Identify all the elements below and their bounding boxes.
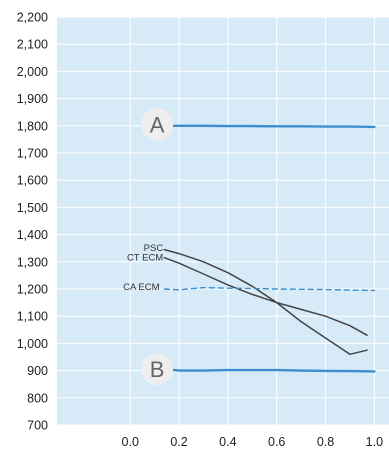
y-tick-label: 1,000: [17, 337, 48, 351]
curve-markers: AB: [141, 108, 174, 386]
y-tick-label: 1,100: [17, 310, 48, 324]
x-tick-label: 0.4: [219, 435, 236, 449]
x-tick-label: 0.8: [317, 435, 334, 449]
x-tick-label: 1.0: [366, 435, 383, 449]
series-lines: [153, 123, 376, 373]
y-tick-label: 900: [27, 364, 48, 378]
x-tick-label: 0.6: [268, 435, 285, 449]
plot-background: [57, 17, 389, 425]
series-line-1: [163, 248, 368, 356]
marker-circle-b: [141, 353, 174, 386]
x-tick-label: 0.2: [170, 435, 187, 449]
y-tick-label: 1,400: [17, 228, 48, 242]
y-tick-label: 2,100: [17, 38, 48, 52]
y-tick-label: 700: [27, 419, 48, 433]
y-axis-tick-labels: 700 800 900 1,000 1,100 1,200 1,300 1,400 1,500 1…: [17, 11, 48, 433]
y-tick-label: 1,800: [17, 119, 48, 133]
series-annotation-1: CT ECM: [127, 252, 163, 263]
gridlines: [57, 16, 389, 426]
marker-label-a: A: [150, 112, 165, 137]
x-axis-tick-labels: 0.0 0.2 0.4 0.6 0.8 1.0: [122, 435, 384, 449]
x-tick-label: 0.0: [122, 435, 139, 449]
series-line-4: [153, 366, 376, 373]
series-line-2: [163, 256, 368, 336]
y-tick-label: 1,600: [17, 174, 48, 188]
y-tick-label: 1,500: [17, 201, 48, 215]
series-annotation-0: PSC: [144, 243, 164, 254]
y-tick-label: 2,000: [17, 65, 48, 79]
y-tick-label: 800: [27, 391, 48, 405]
y-tick-label: 1,200: [17, 283, 48, 297]
y-tick-label: 1,300: [17, 255, 48, 269]
y-tick-label: 2,200: [17, 11, 48, 25]
y-tick-label: 1,900: [17, 92, 48, 106]
series-annotation-2: CA ECM: [123, 282, 160, 293]
series-line-3: [163, 286, 376, 292]
marker-circle-a: [141, 108, 174, 141]
y-tick-label: 1,700: [17, 147, 48, 161]
series-line-0: [153, 123, 376, 129]
marker-label-b: B: [150, 357, 165, 382]
